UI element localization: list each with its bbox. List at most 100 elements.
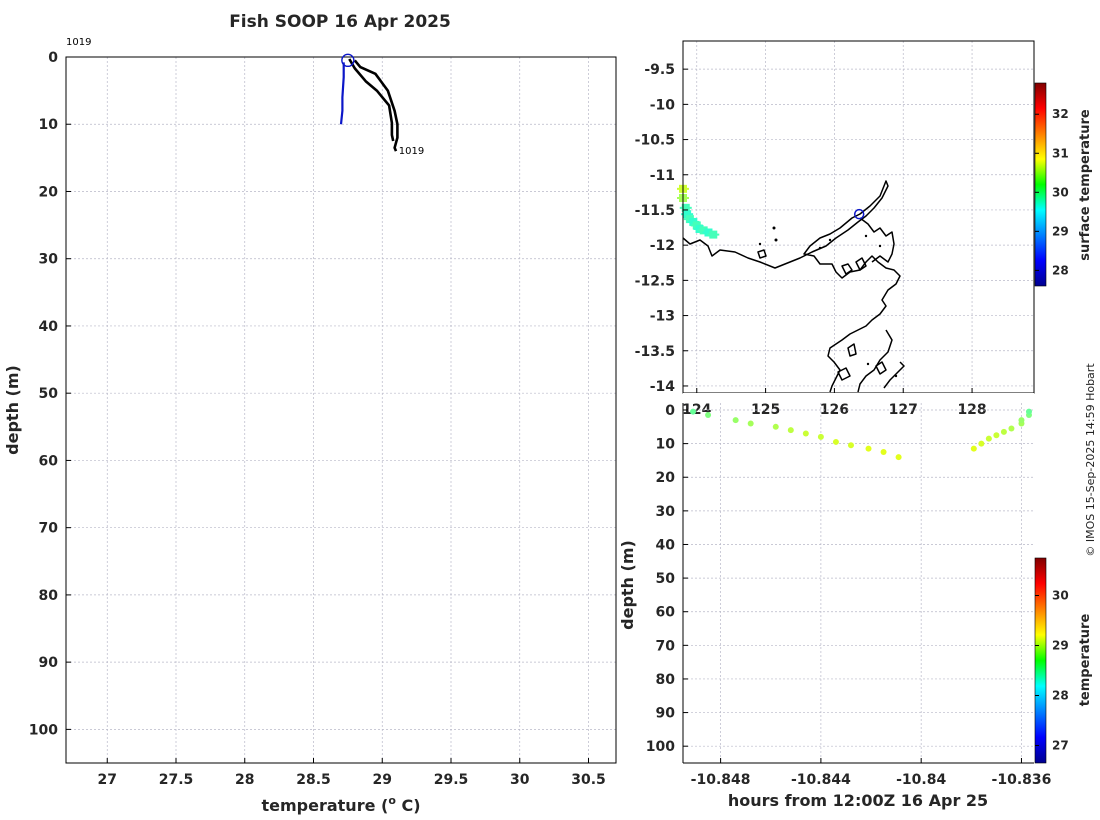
section-data-point: [895, 454, 902, 461]
section-data-point: [880, 449, 887, 456]
profile-y-ticks: 0 10 20 30 40 50 60 70 80 90 100: [29, 50, 71, 738]
surface-colorbar-tick-label: 29: [1052, 224, 1069, 238]
surface-colorbar-label: surface temperature: [1078, 109, 1093, 261]
coast-dots: [758, 226, 898, 378]
map-y-tick-label: -13.5: [635, 344, 675, 360]
section-points: [690, 408, 1032, 461]
section-data-point: [787, 427, 794, 434]
section-data-point: [690, 408, 697, 415]
profile-y-tick-label: 30: [39, 252, 59, 268]
section-x-ticks: -10.848 -10.844 -10.84 -10.836: [691, 758, 1052, 788]
surface-temperature-colorbar: [1034, 82, 1047, 287]
section-x-label: hours from 12:00Z 16 Apr 25: [728, 791, 988, 810]
profile-annotation: 1019: [66, 37, 91, 48]
profile-panel: Fish SOOP 16 Apr 2025 27 27.5 28 28.5 29 29.5…: [3, 12, 617, 815]
section-x-tick-label: -10.836: [992, 772, 1052, 788]
profile-series-line: [353, 59, 399, 152]
section-y-tick-label: 90: [656, 706, 676, 722]
profile-x-tick-label: 30: [510, 772, 530, 788]
profile-y-tick-label: 40: [39, 319, 59, 335]
credit-text: © IMOS 15-Sep-2025 14:59 Hobart: [1084, 363, 1097, 557]
island-3: [757, 249, 767, 259]
map-axes-box: [682, 40, 1035, 394]
temperature-colorbar: [1034, 557, 1047, 764]
map-y-tick-label: -13: [650, 309, 675, 325]
profile-x-tick-label: 28.5: [296, 772, 331, 788]
profile-y-tick-label: 60: [39, 453, 59, 469]
map-y-tick-label: -14: [650, 379, 676, 395]
temperature-colorbar-tick-label: 28: [1052, 689, 1069, 703]
profile-y-tick-label: 80: [39, 588, 59, 604]
section-data-point: [802, 430, 809, 437]
islet: [818, 246, 822, 250]
surface-colorbar-tick-label: 32: [1052, 107, 1069, 121]
islet: [866, 362, 870, 366]
section-x-tick-label: -10.84: [896, 772, 946, 788]
section-data-point: [705, 412, 712, 419]
profile-annotation: 1019: [399, 146, 424, 157]
profile-grid: [66, 56, 616, 763]
temperature-colorbar-tick-label: 27: [1052, 739, 1069, 753]
map-y-tick-label: -9.5: [644, 62, 675, 78]
section-data-point: [732, 417, 739, 424]
section-y-tick-label: 10: [656, 437, 676, 453]
profile-x-tick-label: 30.5: [571, 772, 606, 788]
profile-x-tick-label: 29: [373, 772, 392, 788]
profile-x-ticks: 27 27.5 28 28.5 29 29.5 30 30.5: [98, 758, 606, 788]
section-x-tick-label: -10.848: [691, 772, 751, 788]
section-y-tick-label: 20: [656, 470, 676, 486]
surface-colorbar-tick-label: 28: [1052, 263, 1069, 277]
section-data-point: [993, 432, 1000, 439]
section-data-point: [1018, 417, 1025, 424]
map-grid: [683, 41, 1034, 393]
profile-annotations: 1019 1019: [66, 37, 424, 157]
current-position-marker: [853, 208, 865, 220]
profile-series: [339, 53, 399, 152]
section-top-mask: [683, 393, 1034, 403]
section-y-tick-label: 80: [656, 672, 676, 688]
section-data-point: [832, 438, 839, 445]
section-data-point: [1008, 425, 1015, 432]
section-y-tick-label: 30: [656, 504, 676, 520]
profile-series-line: [339, 62, 345, 125]
map-panel: 124 125 126 127 128 -9.5-10-10.5-11-11.5-12-…: [635, 40, 1093, 418]
map-y-tick-label: -12.5: [635, 273, 675, 289]
island-6: [875, 361, 887, 375]
section-data-point: [817, 433, 824, 440]
profile-x-tick-label: 27.5: [159, 772, 194, 788]
section-data-point: [847, 442, 854, 449]
profile-axes-box: [65, 56, 617, 764]
coastline: [682, 180, 905, 393]
map-y-tick-label: -12: [650, 238, 675, 254]
islet: [864, 234, 868, 238]
island-4: [847, 343, 857, 357]
coastline-east: [883, 361, 905, 389]
profile-position-marker: [341, 53, 355, 68]
island-2: [855, 257, 867, 271]
islet: [774, 238, 778, 242]
section-data-point: [970, 445, 977, 452]
section-grid: [683, 403, 1034, 763]
section-y-tick-label: 40: [656, 537, 676, 553]
profile-y-tick-label: 0: [48, 50, 58, 66]
section-panel: -10.848 -10.844 -10.84 -10.836 0 10 20 30 40 50 6…: [618, 393, 1093, 810]
section-data-point: [985, 435, 992, 442]
section-data-point: [865, 445, 872, 452]
section-data-point: [1000, 428, 1007, 435]
profile-x-tick-label: 29.5: [434, 772, 469, 788]
profile-x-label: temperature (o C): [261, 794, 420, 815]
profile-y-label: depth (m): [3, 365, 22, 455]
map-x-ticks: 124 125 126 127 128: [682, 388, 987, 418]
temperature-colorbar-tick-label: 29: [1052, 639, 1069, 653]
coastline-south: [857, 329, 893, 393]
islet: [758, 242, 762, 246]
section-y-tick-label: 70: [656, 638, 676, 654]
islet: [878, 244, 882, 248]
profile-y-tick-label: 70: [39, 521, 59, 537]
section-y-label: depth (m): [618, 540, 637, 630]
coastline-inlet: [859, 217, 895, 263]
profile-y-tick-label: 20: [39, 184, 59, 200]
temperature-colorbar-tick-label: 30: [1052, 589, 1069, 603]
section-data-point: [978, 440, 985, 447]
profile-y-tick-label: 50: [39, 386, 59, 402]
